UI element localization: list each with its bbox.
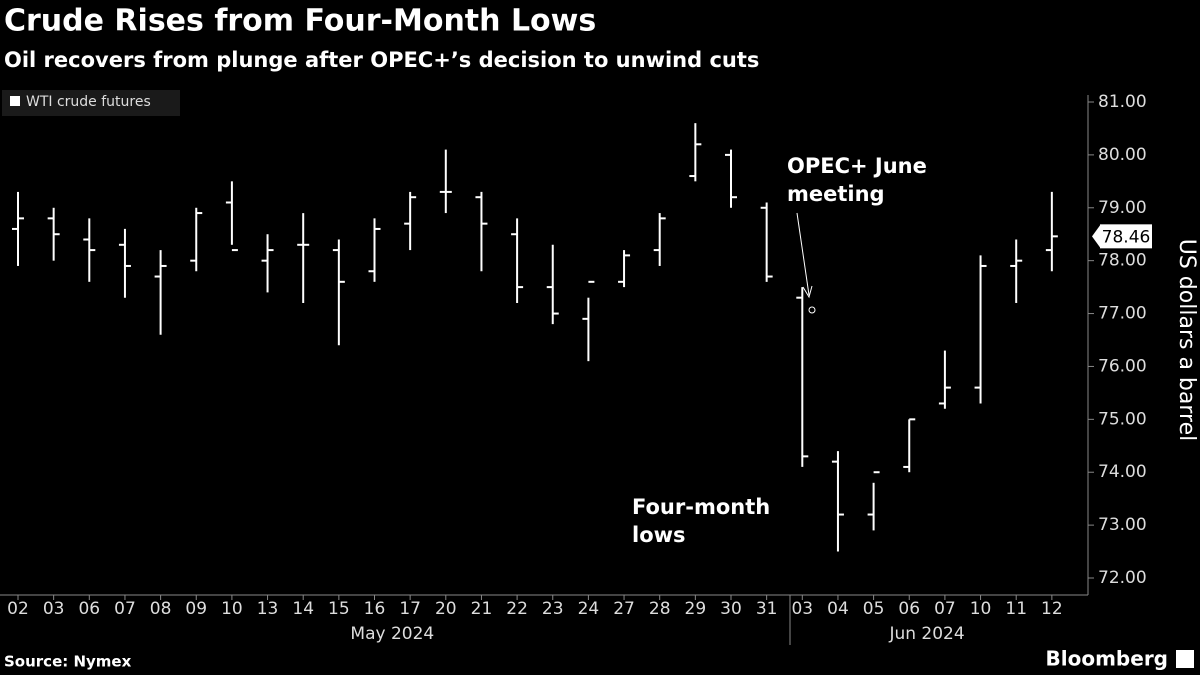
x-tick-label: 03 (43, 599, 65, 619)
x-tick-label: 24 (578, 599, 600, 619)
x-tick-label: 21 (471, 599, 493, 619)
legend-swatch (10, 96, 20, 106)
y-tick-label: 77.00 (1098, 304, 1147, 324)
x-tick-label: 08 (150, 599, 172, 619)
x-tick-label: 06 (78, 599, 100, 619)
x-tick-label: 16 (364, 599, 386, 619)
x-tick-label: 22 (506, 599, 528, 619)
x-tick-label: 07 (934, 599, 956, 619)
legend-label: WTI crude futures (26, 94, 151, 110)
annotation: lows (632, 523, 686, 547)
source: Source: Nymex (4, 653, 132, 671)
x-tick-label: 17 (399, 599, 421, 619)
x-tick-label: 31 (756, 599, 778, 619)
last-value-label: 78.46 (1102, 227, 1151, 247)
x-tick-label: 29 (685, 599, 707, 619)
x-tick-label: 13 (257, 599, 279, 619)
x-tick-label: 04 (827, 599, 849, 619)
x-tick-label: 07 (114, 599, 136, 619)
legend-box (2, 90, 180, 116)
y-tick-label: 76.00 (1098, 356, 1147, 376)
y-tick-label: 78.00 (1098, 251, 1147, 271)
annotation: Four-month (632, 495, 770, 519)
last-value-box (1100, 224, 1152, 249)
x-tick-label: 27 (613, 599, 635, 619)
x-tick-label: 15 (328, 599, 350, 619)
x-tick-label: 28 (649, 599, 671, 619)
brand: Bloomberg (1046, 647, 1168, 671)
chart-subtitle: Oil recovers from plunge after OPEC+’s d… (4, 48, 759, 72)
x-tick-label: 14 (292, 599, 314, 619)
x-tick-label: 23 (542, 599, 564, 619)
annotation-point (808, 306, 816, 314)
y-tick-label: 81.00 (1098, 92, 1147, 112)
y-tick-label: 79.00 (1098, 198, 1147, 218)
y-tick-label: 72.00 (1098, 568, 1147, 588)
chart-title: Crude Rises from Four-Month Lows (4, 4, 596, 39)
x-tick-label: 30 (720, 599, 742, 619)
y-tick-label: 74.00 (1098, 462, 1147, 482)
x-tick-label: 10 (970, 599, 992, 619)
annotation: meeting (787, 182, 885, 206)
x-tick-label: 02 (7, 599, 29, 619)
annotation-arrowhead (802, 285, 813, 299)
x-tick-label: 12 (1041, 599, 1063, 619)
annotation: OPEC+ June (787, 154, 927, 178)
y-tick-label: 73.00 (1098, 515, 1147, 535)
month-label: Jun 2024 (888, 624, 964, 644)
x-tick-label: 09 (185, 599, 207, 619)
x-tick-label: 10 (221, 599, 243, 619)
annotation-arrow (796, 212, 810, 296)
y-tick-label: 75.00 (1098, 409, 1147, 429)
x-tick-label: 06 (898, 599, 920, 619)
month-label: May 2024 (350, 624, 434, 644)
x-tick-label: 05 (863, 599, 885, 619)
y-axis-title: US dollars a barrel (1174, 239, 1199, 441)
x-tick-label: 20 (435, 599, 457, 619)
x-tick-label: 11 (1005, 599, 1027, 619)
brand-icon (1176, 650, 1194, 668)
y-tick-label: 80.00 (1098, 145, 1147, 165)
x-tick-label: 03 (791, 599, 813, 619)
last-value-pointer (1092, 225, 1100, 248)
